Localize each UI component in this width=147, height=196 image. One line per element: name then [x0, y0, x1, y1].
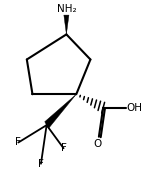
- Text: OH: OH: [126, 103, 142, 113]
- Text: O: O: [93, 139, 102, 149]
- Text: NH₂: NH₂: [57, 4, 76, 14]
- Polygon shape: [64, 15, 69, 34]
- Text: F: F: [61, 143, 66, 153]
- Text: F: F: [38, 159, 44, 169]
- Polygon shape: [45, 94, 76, 129]
- Text: F: F: [15, 137, 21, 148]
